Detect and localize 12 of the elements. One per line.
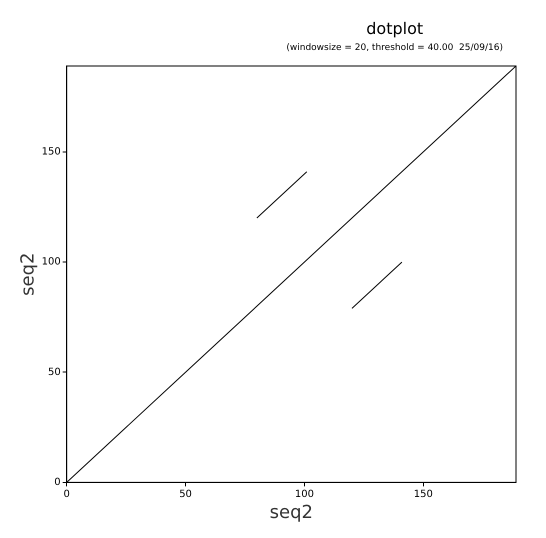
x-axis-title: seq2 [270,502,314,523]
y-tick-label: 150 [42,146,61,158]
y-tick-label: 50 [48,366,61,378]
chart-subtitle: (windowsize = 20, threshold = 40.00 25/09/16) [286,43,503,53]
x-tick-label: 50 [179,488,192,500]
y-tick-label: 100 [42,256,61,268]
x-tick-label: 0 [64,488,70,500]
y-tick-label: 0 [54,476,61,488]
x-tick-label: 150 [414,488,433,500]
x-tick-label: 100 [294,488,314,500]
y-axis-title: seq2 [17,252,38,296]
chart-title: dotplot [366,19,424,38]
